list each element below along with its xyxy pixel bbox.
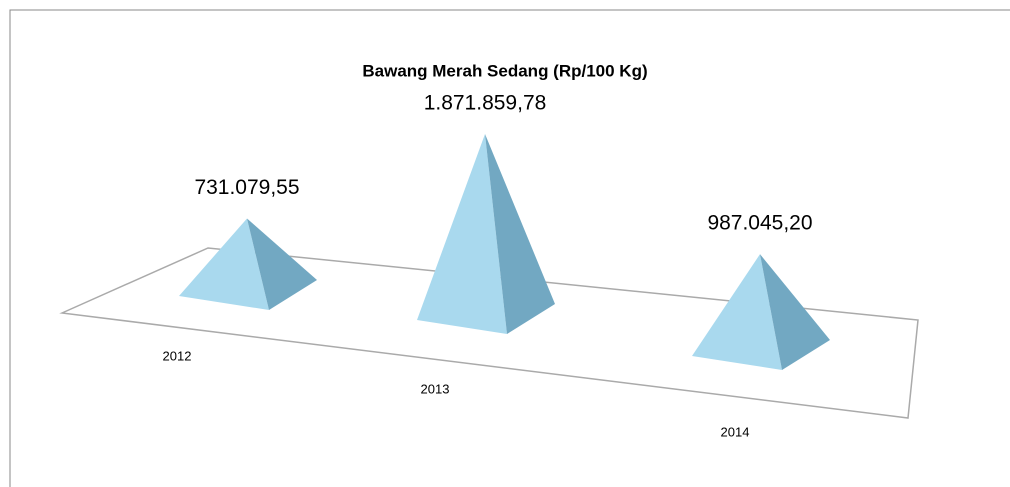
pyramid (692, 254, 830, 370)
category-label: 2013 (421, 381, 450, 396)
value-label: 987.045,20 (707, 212, 812, 235)
value-label: 731.079,55 (194, 176, 299, 199)
pyramid-side (760, 254, 830, 370)
category-label: 2014 (721, 424, 750, 439)
category-label: 2012 (163, 348, 192, 363)
pyramid-front (417, 134, 507, 334)
value-label: 1.871.859,78 (424, 92, 547, 115)
pyramid (179, 218, 317, 310)
pyramid-front (692, 254, 782, 370)
pyramid-front (179, 218, 269, 310)
chart-title: Bawang Merah Sedang (Rp/100 Kg) (362, 61, 647, 80)
pyramid-side (247, 218, 317, 310)
pyramid (417, 134, 555, 334)
chart-border (9, 9, 1010, 487)
pyramid-side (485, 134, 555, 334)
